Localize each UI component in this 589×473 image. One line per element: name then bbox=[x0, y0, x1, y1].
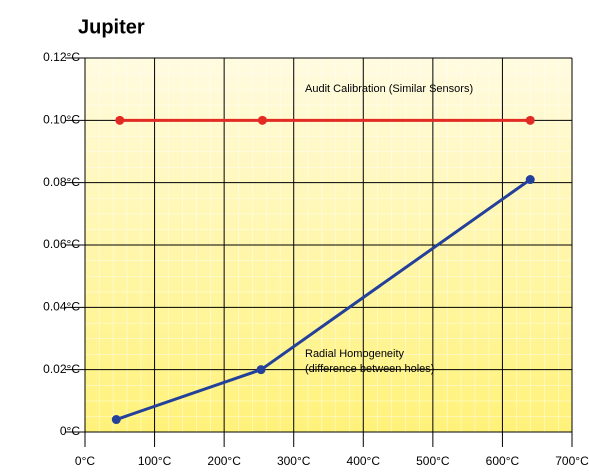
series-label: Audit Calibration (Similar Sensors) bbox=[305, 83, 473, 95]
chart: Jupiter 0°C 0.02°C 0.04°C 0.06°C 0.08°C 0.10°… bbox=[0, 0, 589, 473]
data-point bbox=[112, 415, 121, 424]
chart-title: Jupiter bbox=[78, 16, 145, 38]
y-tick-label: 0.08°C bbox=[43, 175, 80, 189]
x-tick-label: 400°C bbox=[347, 454, 381, 468]
series-label: Radial Homogeneity bbox=[305, 348, 405, 360]
y-tick-label: 0.04°C bbox=[43, 300, 80, 314]
data-point bbox=[526, 175, 535, 184]
y-tick-label: 0.10°C bbox=[43, 113, 80, 127]
data-point bbox=[258, 116, 267, 125]
data-point bbox=[257, 365, 266, 374]
annotation: (difference between holes) bbox=[305, 363, 434, 375]
x-tick-label: 300°C bbox=[277, 454, 311, 468]
y-tick-label: 0.12°C bbox=[43, 50, 80, 64]
x-tick-label: 100°C bbox=[138, 454, 172, 468]
data-point bbox=[526, 116, 535, 125]
y-tick-label: 0.02°C bbox=[43, 362, 80, 376]
x-tick-label: 500°C bbox=[416, 454, 450, 468]
x-tick-label: 600°C bbox=[486, 454, 520, 468]
y-tick-label: 0°C bbox=[60, 424, 80, 438]
y-tick-label: 0.06°C bbox=[43, 237, 80, 251]
x-tick-label: 0°C bbox=[75, 454, 95, 468]
x-tick-label: 700°C bbox=[555, 454, 589, 468]
x-tick-label: 200°C bbox=[207, 454, 241, 468]
data-point bbox=[115, 116, 124, 125]
